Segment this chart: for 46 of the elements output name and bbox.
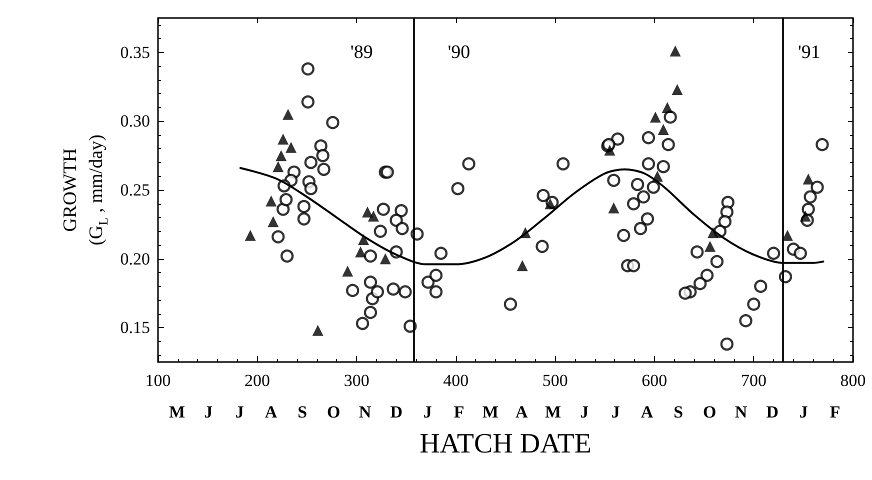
point — [782, 230, 793, 241]
point — [800, 210, 811, 222]
point — [266, 196, 277, 207]
annotation: '89 — [350, 42, 373, 63]
point — [604, 144, 616, 156]
point — [650, 112, 661, 123]
x-tick-label: 300 — [344, 371, 370, 390]
point — [312, 324, 324, 336]
x-axis-title: HATCH DATE — [420, 428, 592, 460]
x-tick-label: 700 — [740, 371, 766, 390]
point — [658, 124, 669, 135]
text: M J J A S O N D J F M A M J J A S O N D J F — [168, 402, 840, 422]
point — [286, 142, 297, 153]
x-tick-label: 400 — [443, 371, 469, 390]
x-tick-label: 500 — [542, 371, 568, 390]
y-tick-label: 0.15 — [120, 318, 150, 338]
point — [544, 198, 556, 210]
x-tick-label: 600 — [642, 371, 668, 390]
point — [704, 240, 716, 252]
point — [276, 150, 287, 162]
point — [272, 161, 284, 172]
point — [282, 108, 294, 120]
x-tick-label: 100 — [145, 371, 171, 390]
point — [802, 173, 814, 184]
annotation: '90 — [448, 42, 470, 63]
point — [672, 84, 683, 96]
point — [278, 134, 289, 145]
point — [355, 246, 366, 258]
point — [380, 253, 391, 264]
point — [662, 102, 673, 113]
point — [244, 230, 256, 241]
x-tick-label: 200 — [244, 371, 270, 390]
point — [342, 266, 354, 277]
y-tick-label: 0.35 — [120, 42, 150, 62]
point — [362, 206, 373, 218]
point — [358, 234, 370, 246]
point — [670, 46, 681, 57]
y-tick-label: 0.25 — [120, 180, 150, 200]
point — [268, 216, 279, 228]
point — [516, 260, 528, 272]
annotation: '91 — [798, 42, 820, 63]
point — [608, 202, 620, 214]
x-tick-label: 800 — [840, 371, 866, 390]
y-tick-label: 0.30 — [120, 112, 150, 131]
y-tick-label: 0.20 — [120, 249, 150, 268]
point — [368, 210, 379, 222]
